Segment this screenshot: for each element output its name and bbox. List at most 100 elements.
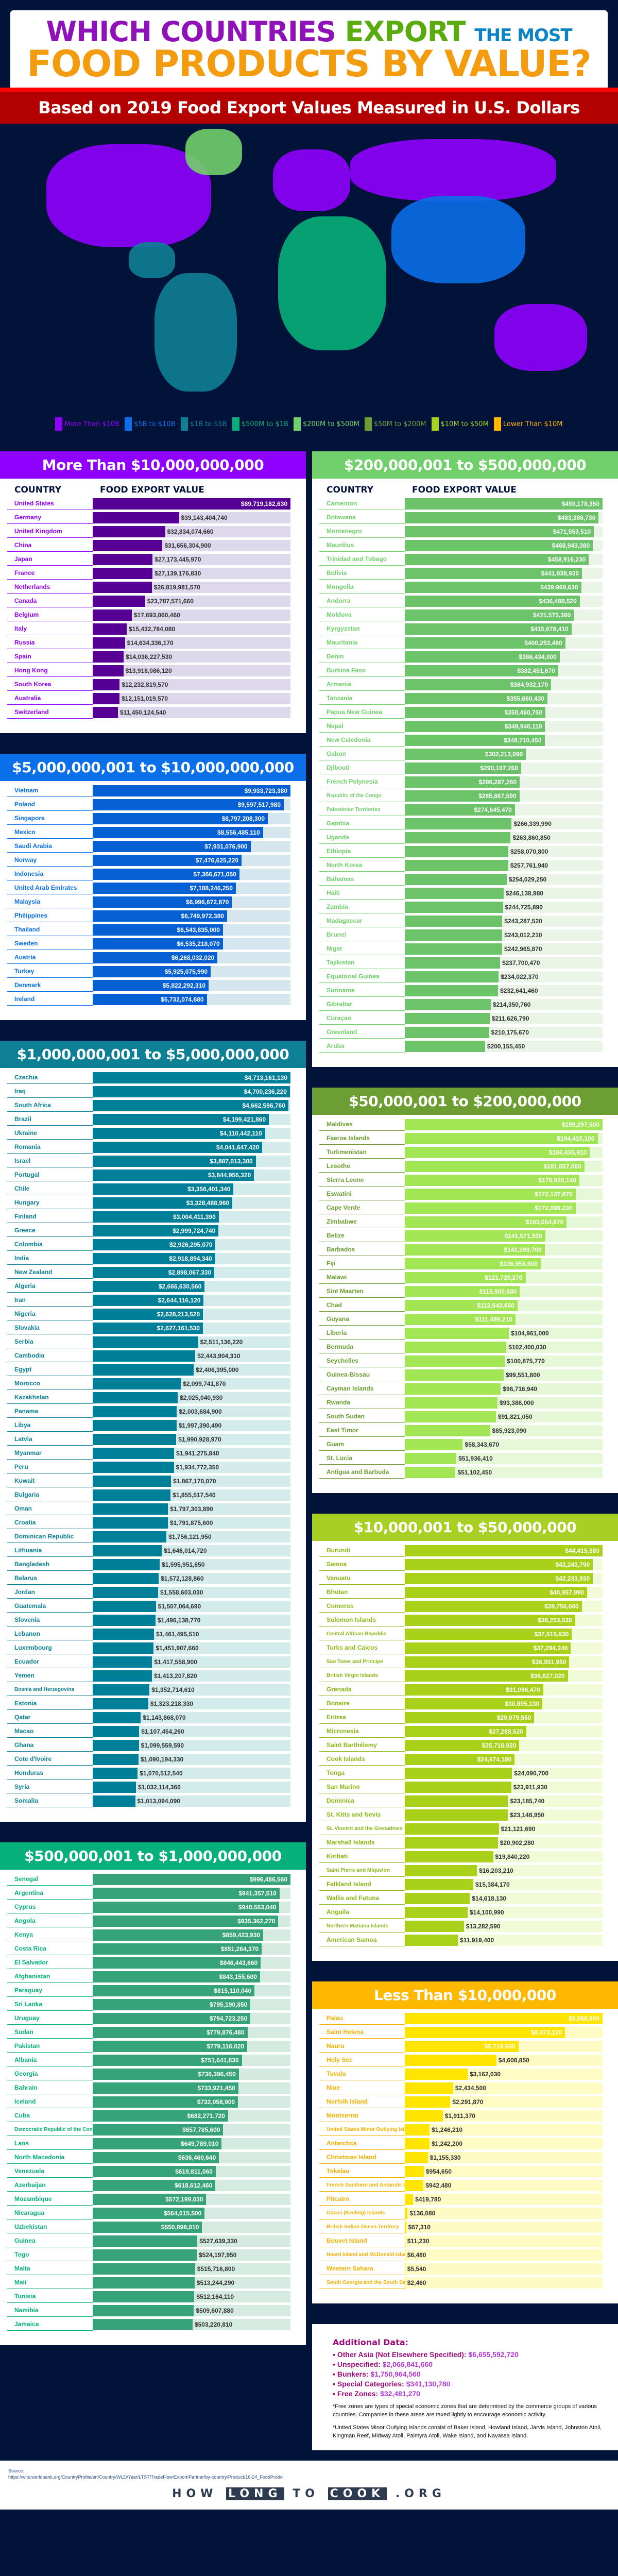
country-name: Austria (7, 951, 93, 964)
country-name: Poland (7, 798, 93, 811)
value-track: $9,597,517,980 (93, 799, 290, 810)
value-bar (405, 2165, 424, 2177)
value-label: $935,362,270 (237, 1917, 276, 1925)
brand-word-3: TO (293, 2487, 319, 2501)
table-row: Democratic Republic of the Congo $657,785… (7, 2123, 290, 2137)
value-track: $1,934,772,350 (93, 1461, 290, 1473)
value-label: $795,190,850 (210, 2001, 248, 2008)
value-track: $254,029,250 (405, 873, 603, 885)
table-row: American Samoa $11,919,400 (319, 1934, 603, 1947)
value-bar (405, 1174, 579, 1186)
value-track: $2,999,724,740 (93, 1225, 290, 1236)
table-row: Saint Barthélemy $25,718,920 (319, 1739, 603, 1752)
legend-item: $500M to $1B (232, 417, 288, 431)
table-row: France $27,139,176,830 (7, 567, 290, 580)
table-row: Marshall Islands $20,902,280 (319, 1836, 603, 1850)
value-label: $246,138,980 (505, 889, 544, 897)
table-row: Turkmenistan $186,435,910 (319, 1146, 603, 1159)
value-label: $214,350,760 (492, 1001, 531, 1008)
value-label: $254,029,250 (508, 875, 547, 883)
value-label: $483,386,730 (557, 514, 596, 521)
table-row: Venezuela $619,811,060 (7, 2165, 290, 2178)
country-name: Denmark (7, 979, 93, 992)
table-row: Northern Mariana Islands $13,282,590 (319, 1920, 603, 1933)
table-row: Slovakia $2,627,161,530 (7, 1321, 290, 1335)
table-row: Netherlands $26,819,981,570 (7, 581, 290, 594)
value-bar (93, 2082, 238, 2094)
value-track: $23,911,930 (405, 1781, 603, 1793)
table-row: Suriname $232,641,460 (319, 984, 603, 997)
country-name: Azerbaijan (7, 2179, 93, 2192)
value-label: $17,693,060,460 (133, 611, 180, 619)
country-name: Eritrea (319, 1711, 405, 1724)
table-row: Rwanda $93,386,000 (319, 1396, 603, 1410)
table-row: Philippines $6,749,972,380 (7, 909, 290, 923)
value-track: $439,969,630 (405, 581, 603, 593)
legend-item: More Than $10B (55, 417, 119, 431)
value-track: $779,876,480 (93, 2026, 290, 2038)
value-label: $14,036,227,530 (126, 653, 173, 660)
value-label: $40,957,990 (550, 1588, 585, 1596)
value-label: $1,451,907,660 (156, 1644, 199, 1652)
country-name: Germany (7, 511, 93, 524)
value-track: $243,012,210 (405, 929, 603, 941)
value-bar (405, 1725, 526, 1737)
table-row: Comoros $39,756,660 (319, 1600, 603, 1613)
additional-data-item: ▪ Free Zones: $32,481,270 (333, 2389, 420, 2398)
value-label: $564,015,500 (163, 2209, 202, 2217)
value-bar (405, 692, 547, 704)
table-row: El Salvador $846,443,660 (7, 1956, 290, 1970)
country-name: Sint Maarten (319, 1285, 405, 1298)
tier-table: Burundi $44,415,380 Samoa $42,243,790 Vanuat… (312, 1541, 618, 1961)
value-track: $274,645,470 (405, 804, 603, 816)
country-name: Spain (7, 650, 93, 664)
value-bar (93, 1739, 139, 1751)
table-row: Egypt $2,406,395,000 (7, 1363, 290, 1377)
value-track: $4,700,236,220 (93, 1086, 290, 1097)
country-name: Japan (7, 553, 93, 566)
title-part-3: THE MOST (474, 25, 572, 46)
country-name: Cayman Islands (319, 1382, 405, 1396)
country-name: Colombia (7, 1238, 93, 1251)
country-name: Norway (7, 854, 93, 867)
value-label: $779,876,480 (207, 2028, 245, 2036)
value-label: $141,571,500 (504, 1232, 542, 1240)
country-name: Guinea-Bissau (319, 1368, 405, 1382)
value-label: $5,822,292,310 (162, 981, 206, 989)
table-row: Angola $935,362,270 (7, 1914, 290, 1928)
value-bar (93, 1239, 216, 1250)
table-row: Cayman Islands $96,716,940 (319, 1382, 603, 1396)
value-track: $175,920,140 (405, 1174, 603, 1186)
country-name: Gabon (319, 748, 405, 761)
table-row: Hong Kong $13,918,086,120 (7, 664, 290, 677)
title-part-1: WHICH COUNTRIES (46, 15, 336, 48)
country-name: Malawi (319, 1271, 405, 1284)
table-row: Anguila $14,100,990 (319, 1906, 603, 1919)
country-name: United Kingdom (7, 525, 93, 538)
brand-word-5: .ORG (395, 2487, 446, 2501)
value-bar (93, 1503, 168, 1515)
value-bar (93, 1572, 159, 1584)
value-track: $13,282,590 (405, 1920, 603, 1932)
value-track: $113,643,650 (405, 1299, 603, 1311)
source-link[interactable]: https://wits.worldbank.org/CountryProfil… (8, 2475, 283, 2480)
value-bar (93, 1795, 135, 1807)
value-track: $513,244,290 (93, 2277, 290, 2289)
table-row: Libya $1,997,390,490 (7, 1419, 290, 1432)
value-label: $1,013,094,090 (137, 1797, 180, 1805)
value-label: $954,650 (425, 2167, 452, 2175)
value-label: $400,253,480 (524, 639, 562, 647)
value-track: $244,725,890 (405, 901, 603, 913)
value-track: $364,932,170 (405, 679, 603, 690)
value-bar (93, 1294, 204, 1306)
table-row: Equatorial Guinea $234,022,370 (319, 970, 603, 984)
tier-panel-t7: $10,000,001 to $50,000,000 Burundi $44,415… (312, 1514, 618, 1961)
value-bar (405, 1851, 493, 1862)
value-track: $11,450,124,540 (93, 706, 290, 718)
value-track: $199,297,500 (405, 1118, 603, 1130)
value-label: $513,244,290 (196, 2279, 235, 2286)
value-bar (93, 581, 152, 593)
table-row: Malaysia $6,996,672,870 (7, 895, 290, 909)
country-name: Lesotho (319, 1160, 405, 1173)
table-row: Belize $141,571,500 (319, 1229, 603, 1243)
